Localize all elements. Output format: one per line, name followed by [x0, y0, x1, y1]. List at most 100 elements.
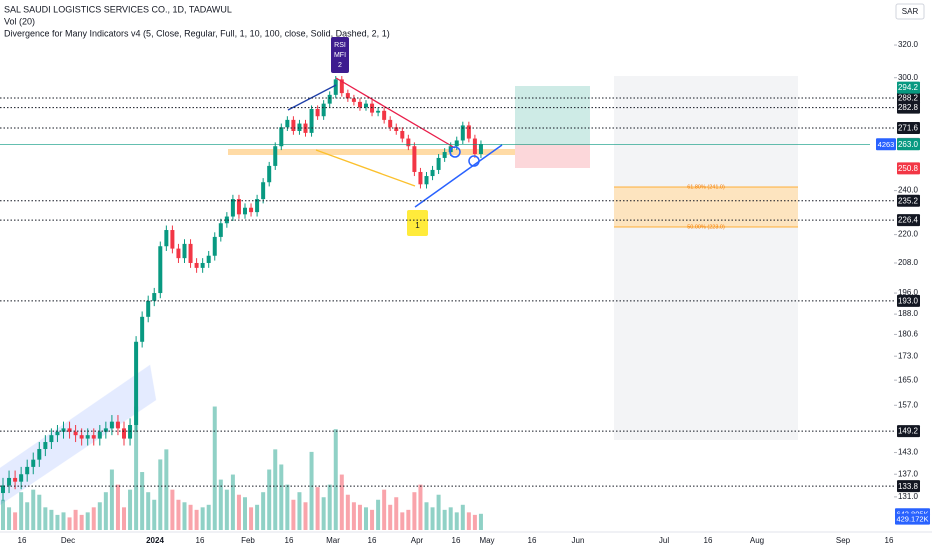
support-band [228, 149, 515, 155]
volume-bar [364, 507, 368, 530]
candle-body [55, 431, 60, 436]
candle-body [376, 110, 381, 113]
price-label: 235.2 [898, 196, 919, 205]
date-range-zone [614, 76, 798, 440]
volume-bar [170, 489, 175, 530]
candle-body [43, 442, 48, 450]
volume-bar [49, 509, 54, 530]
chart-title: SAL SAUDI LOGISTICS SERVICES CO., 1D, TA… [4, 4, 232, 14]
candle-body [152, 293, 157, 301]
volume-bar [418, 484, 423, 530]
price-label-box [897, 425, 920, 438]
indicator-label: Vol (20) [4, 16, 35, 26]
volume-bar [230, 474, 235, 530]
volume-bar [55, 514, 60, 530]
price-label-box [897, 91, 920, 104]
volume-bar [128, 489, 133, 530]
y-tick-label: 165.0 [898, 375, 919, 384]
candle-body [339, 79, 344, 94]
candle-body [73, 431, 78, 436]
x-tick-label: 16 [368, 536, 377, 545]
x-tick-label: 2024 [146, 536, 164, 545]
candle-body [79, 435, 84, 439]
x-tick-label: 16 [285, 536, 294, 545]
y-tick-label: 157.0 [898, 400, 919, 409]
fib-zone [614, 187, 798, 227]
price-label: 288.2 [898, 94, 919, 103]
volume-bar [442, 509, 447, 530]
volume-bar [478, 513, 483, 530]
candle-body [285, 119, 290, 128]
currency-box[interactable] [895, 3, 925, 20]
candle-body [430, 169, 435, 177]
volume-bar [188, 504, 193, 530]
candle-body [388, 119, 393, 128]
candle-body [236, 199, 241, 215]
volume-label: 429.172K [896, 515, 928, 524]
volume-bar [436, 494, 441, 530]
y-tick-label: 143.0 [898, 448, 919, 457]
price-label: 263.0 [898, 140, 919, 149]
candle-body [472, 138, 477, 154]
volume-bar [91, 507, 96, 530]
volume-bar [376, 499, 381, 530]
x-tick-label: Dec [61, 536, 75, 545]
volume-bar [285, 484, 290, 530]
candle-body [206, 255, 211, 263]
candle-body [37, 449, 42, 460]
volume-bar [194, 509, 199, 530]
price-label: 271.6 [898, 124, 919, 133]
candle-body [345, 93, 350, 99]
volume-bar [97, 502, 102, 530]
candle-body [49, 435, 54, 443]
volume-bar [218, 479, 223, 530]
volume-bar [424, 502, 429, 530]
long-stop [515, 144, 590, 168]
volume-bar [164, 449, 169, 530]
volume-bar [406, 509, 411, 530]
candle-body [370, 103, 375, 113]
volume-bar [333, 429, 338, 530]
candle-body [400, 130, 405, 139]
volume-bar [303, 502, 308, 530]
volume-bar [394, 497, 399, 530]
volume-bar [412, 492, 417, 530]
marker [449, 146, 461, 158]
x-tick-label: Aug [750, 536, 764, 545]
candle-body [333, 79, 338, 95]
volume-bar [321, 497, 326, 530]
x-tick-label: May [479, 536, 494, 545]
price-label-box [897, 480, 920, 493]
volume-bar [79, 514, 84, 530]
candle-body [182, 243, 187, 259]
volume-bar [249, 507, 254, 530]
candle-body [25, 466, 30, 475]
y-tick-label: 173.0 [898, 351, 919, 360]
price-label: 193.0 [898, 296, 919, 305]
volume-bar [255, 504, 260, 530]
candle-body [146, 300, 151, 317]
candle-body [327, 94, 332, 104]
volume-bar [158, 459, 163, 530]
price-label: 282.8 [898, 103, 919, 112]
volume-bar [103, 492, 108, 530]
price-label-box [897, 101, 920, 114]
volume-bar [176, 499, 181, 530]
candle-body [61, 428, 66, 432]
volume-bar [200, 507, 205, 530]
volume-label-box [895, 513, 930, 525]
y-tick-label: 188.0 [898, 309, 919, 318]
volume-bar [357, 504, 362, 530]
y-tick-label: 300.0 [898, 73, 919, 82]
candle-body [230, 199, 235, 217]
candle-body [249, 207, 254, 213]
volume-bar [13, 512, 18, 530]
y-tick-label: 137.0 [898, 469, 919, 478]
candle-body [97, 431, 102, 439]
trend-line [414, 144, 503, 208]
candle-body [255, 199, 260, 213]
y-tick-label: 320.0 [898, 40, 919, 49]
y-tick-label: 220.0 [898, 230, 919, 239]
candle-body [279, 127, 284, 147]
volume-bar [182, 502, 187, 530]
